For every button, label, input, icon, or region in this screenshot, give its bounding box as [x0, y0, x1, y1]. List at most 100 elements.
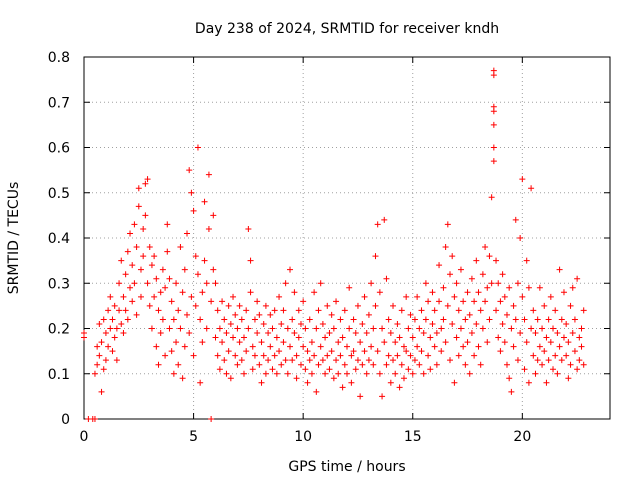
data-point [100, 366, 107, 373]
data-point [528, 325, 535, 332]
data-point [493, 307, 500, 314]
data-point [245, 325, 252, 332]
data-point [490, 144, 497, 151]
data-point [234, 325, 241, 332]
data-point [175, 361, 182, 368]
data-point [484, 284, 491, 291]
data-point [105, 307, 112, 314]
data-point [322, 370, 329, 377]
x-tick-label: 10 [294, 429, 312, 445]
data-point [569, 330, 576, 337]
data-point [133, 244, 140, 251]
data-point [151, 253, 158, 260]
data-point [462, 361, 469, 368]
data-point [240, 370, 247, 377]
data-point [192, 302, 199, 309]
data-point [179, 289, 186, 296]
data-point [354, 357, 361, 364]
data-point [357, 339, 364, 346]
data-point [543, 334, 550, 341]
data-point [102, 330, 109, 337]
data-point [223, 370, 230, 377]
data-point [464, 339, 471, 346]
data-point [109, 316, 116, 323]
data-point [181, 343, 188, 350]
data-point [532, 330, 539, 337]
data-point [503, 311, 510, 318]
data-point [499, 271, 506, 278]
data-point [444, 302, 451, 309]
y-tick-label: 0 [61, 412, 70, 428]
plot-frame [83, 56, 611, 420]
data-point [394, 320, 401, 327]
data-point [554, 330, 561, 337]
y-tick-label: 0.1 [48, 367, 70, 383]
data-point [243, 307, 250, 314]
data-point [186, 330, 193, 337]
data-point [449, 253, 456, 260]
data-point [466, 370, 473, 377]
data-point [168, 298, 175, 305]
data-point [471, 298, 478, 305]
data-point [376, 289, 383, 296]
data-point [514, 357, 521, 364]
data-point [438, 348, 445, 355]
data-point [453, 334, 460, 341]
data-point [534, 316, 541, 323]
data-point [324, 352, 331, 359]
data-point [208, 416, 215, 422]
data-point [322, 334, 329, 341]
x-tick-label: 0 [80, 429, 89, 445]
data-point [453, 280, 460, 287]
data-point [444, 221, 451, 228]
data-point [352, 330, 359, 337]
data-point [127, 284, 134, 291]
data-point [370, 361, 377, 368]
data-point [164, 221, 171, 228]
data-point [107, 325, 114, 332]
data-point [497, 298, 504, 305]
data-point [460, 298, 467, 305]
data-point [142, 212, 149, 219]
data-point [530, 307, 537, 314]
data-point [471, 352, 478, 359]
data-point [324, 302, 331, 309]
data-point [188, 293, 195, 300]
data-point [578, 343, 585, 350]
data-point [396, 334, 403, 341]
data-point [514, 280, 521, 287]
data-point [400, 375, 407, 382]
data-point [567, 302, 574, 309]
data-point [482, 244, 489, 251]
data-point [131, 280, 138, 287]
data-point [140, 225, 147, 232]
data-point [400, 343, 407, 350]
data-point [431, 307, 438, 314]
data-point [431, 343, 438, 350]
data-point [184, 230, 191, 237]
data-point [545, 316, 552, 323]
data-point [510, 302, 517, 309]
data-point [517, 235, 524, 241]
data-point [300, 298, 307, 305]
data-point [460, 343, 467, 350]
data-point [315, 361, 322, 368]
data-point [166, 275, 173, 282]
data-point [473, 257, 480, 264]
data-point [451, 293, 458, 300]
data-point [348, 352, 355, 359]
data-point [306, 357, 313, 364]
data-point [385, 352, 392, 359]
data-point [523, 257, 530, 264]
data-point [197, 316, 204, 323]
data-point [225, 302, 232, 309]
data-point [541, 348, 548, 355]
data-point [420, 330, 427, 337]
data-point [214, 352, 221, 359]
data-point [447, 357, 454, 364]
data-point [127, 230, 134, 237]
data-point [267, 311, 274, 318]
data-point [212, 280, 219, 287]
data-point [403, 293, 410, 300]
data-point [177, 244, 184, 251]
